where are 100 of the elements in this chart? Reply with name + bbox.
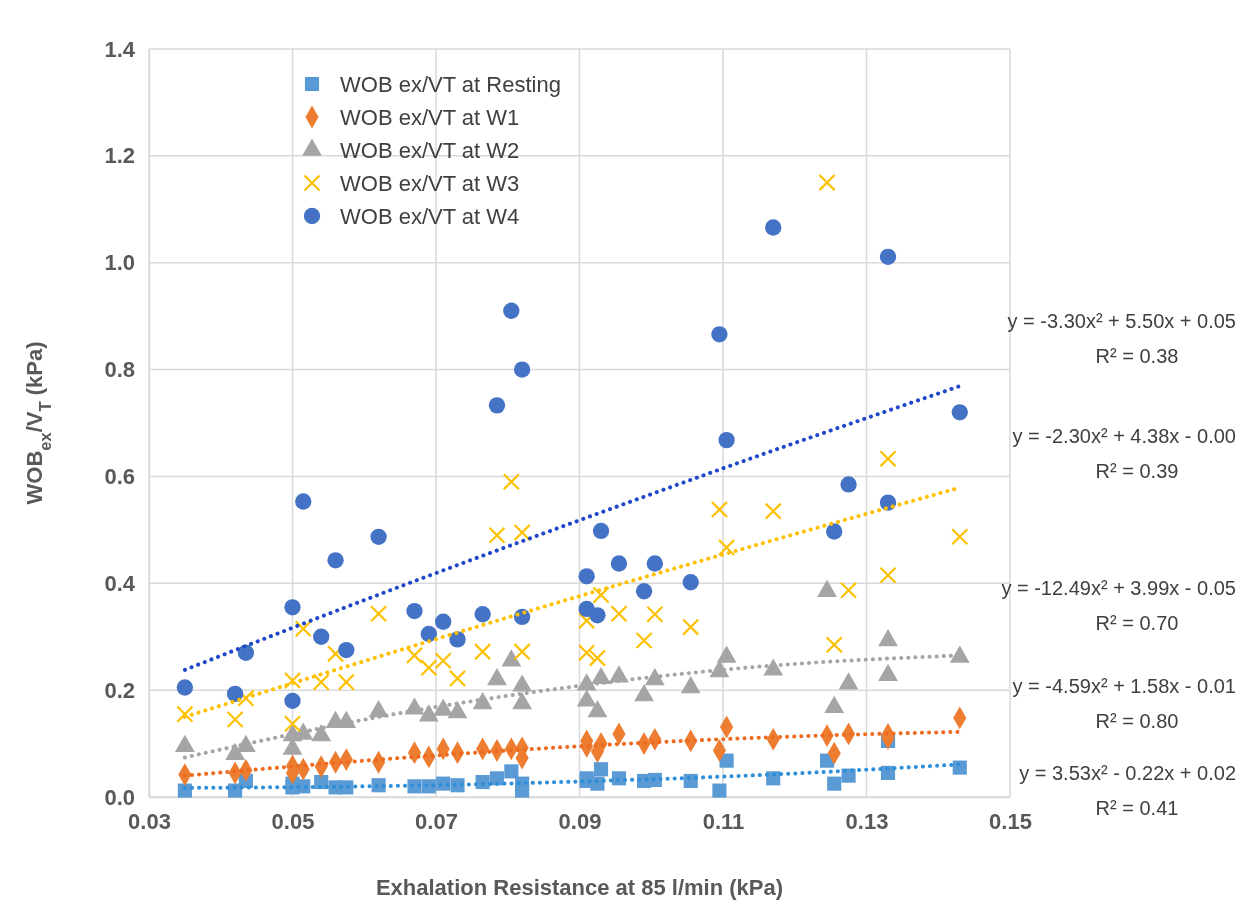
point xyxy=(237,644,255,661)
point xyxy=(237,689,255,707)
point xyxy=(450,778,465,793)
point xyxy=(765,219,782,236)
point xyxy=(327,552,344,569)
point xyxy=(326,645,345,663)
point xyxy=(839,581,858,599)
y-tick-label: 0.4 xyxy=(104,570,136,596)
point xyxy=(646,555,664,572)
y-tick-label: 1.0 xyxy=(104,250,135,276)
annotation: y = -12.49x² + 3.99x - 0.05 xyxy=(1001,577,1236,599)
point xyxy=(826,523,843,540)
legend-label: WOB ex/VT at W1 xyxy=(340,105,520,130)
point xyxy=(313,628,330,645)
point xyxy=(370,528,387,545)
text: R² = 0.38 xyxy=(1095,345,1179,367)
point xyxy=(610,605,628,623)
point xyxy=(951,528,969,546)
point xyxy=(338,641,355,659)
point xyxy=(592,586,610,604)
point xyxy=(764,502,782,520)
y-tick-label: 1.2 xyxy=(104,143,135,169)
point xyxy=(226,710,244,729)
point xyxy=(434,652,452,670)
point xyxy=(226,685,244,703)
line-series xyxy=(182,384,962,672)
x-tick-label: 0.13 xyxy=(845,808,889,834)
legend-label: WOB ex/VT at Resting xyxy=(340,72,561,97)
x-tick-label: 0.15 xyxy=(989,808,1032,834)
text: y = 3.53x² - 0.22x + 0.02 xyxy=(1019,762,1236,784)
text: R² = 0.41 xyxy=(1095,797,1179,819)
point xyxy=(840,476,857,493)
legend-label: WOB ex/VT at W2 xyxy=(340,138,520,163)
point xyxy=(513,643,531,661)
point xyxy=(578,644,596,662)
point xyxy=(682,574,699,591)
point xyxy=(312,673,330,691)
point xyxy=(879,450,897,468)
point xyxy=(474,643,492,661)
point xyxy=(283,715,302,733)
point xyxy=(294,620,312,638)
point xyxy=(589,607,606,624)
point xyxy=(588,649,607,667)
y-tick-label: 0.8 xyxy=(104,357,135,383)
text: y = -4.59x² + 1.58x - 0.01 xyxy=(1012,675,1236,697)
point xyxy=(405,646,424,665)
point xyxy=(593,762,609,777)
point xyxy=(283,671,302,690)
x-tick-label: 0.05 xyxy=(271,808,315,834)
text: R² = 0.80 xyxy=(1095,710,1179,732)
point xyxy=(718,431,735,449)
y-tick-label: 1.4 xyxy=(104,36,136,62)
point xyxy=(635,583,653,600)
point xyxy=(646,605,664,623)
point xyxy=(449,631,466,648)
point xyxy=(488,397,506,414)
x-tick-label: 0.09 xyxy=(558,808,602,834)
point xyxy=(406,602,423,620)
point xyxy=(176,705,194,723)
point xyxy=(176,679,194,696)
point xyxy=(488,526,506,544)
point xyxy=(682,618,700,636)
point xyxy=(448,669,467,688)
point xyxy=(503,302,520,319)
point xyxy=(818,173,836,192)
point xyxy=(369,605,388,623)
point xyxy=(502,473,520,491)
text: R² = 0.70 xyxy=(1095,612,1179,634)
annotation: y = -3.30x² + 5.50x + 0.05 xyxy=(1007,310,1236,332)
y-tick-label: 0.6 xyxy=(104,463,135,489)
x-tick-label: 0.07 xyxy=(415,808,458,834)
point xyxy=(295,493,312,510)
x-axis-title: Exhalation Resistance at 85 l/min (kPa) xyxy=(375,875,784,900)
point xyxy=(337,673,355,691)
point xyxy=(879,248,897,265)
text: y = -2.30x² + 4.38x - 0.00 xyxy=(1012,425,1236,447)
point xyxy=(504,764,519,779)
point xyxy=(435,613,452,630)
point xyxy=(710,500,729,519)
y-tick-label: 0.2 xyxy=(104,677,135,703)
point xyxy=(951,404,968,421)
point xyxy=(952,760,967,775)
point xyxy=(284,692,301,709)
point xyxy=(578,612,596,630)
y-tick-label: 0.0 xyxy=(104,784,135,810)
point xyxy=(825,636,843,654)
point xyxy=(578,568,595,585)
point xyxy=(879,566,897,584)
point xyxy=(284,599,301,616)
point xyxy=(610,555,628,572)
point xyxy=(515,783,530,798)
point xyxy=(717,538,736,557)
point xyxy=(513,361,531,378)
legend-label: WOB ex/VT at W3 xyxy=(340,171,520,196)
text: R² = 0.39 xyxy=(1095,460,1179,482)
point xyxy=(420,625,437,643)
point xyxy=(513,523,531,542)
point xyxy=(592,522,610,540)
legend-label: WOB ex/VT at W4 xyxy=(340,204,520,229)
point xyxy=(712,783,727,798)
